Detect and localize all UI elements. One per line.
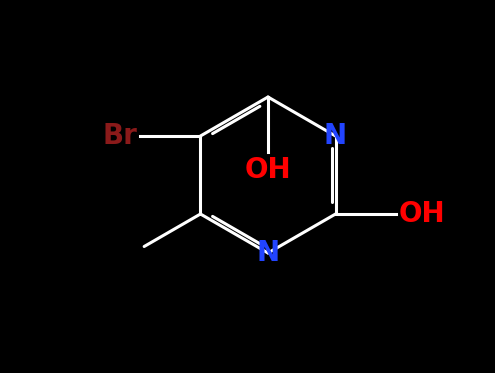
- Text: OH: OH: [398, 200, 445, 228]
- Text: OH: OH: [245, 156, 292, 184]
- Text: N: N: [324, 122, 347, 150]
- Text: Br: Br: [102, 122, 138, 150]
- Text: N: N: [256, 239, 280, 267]
